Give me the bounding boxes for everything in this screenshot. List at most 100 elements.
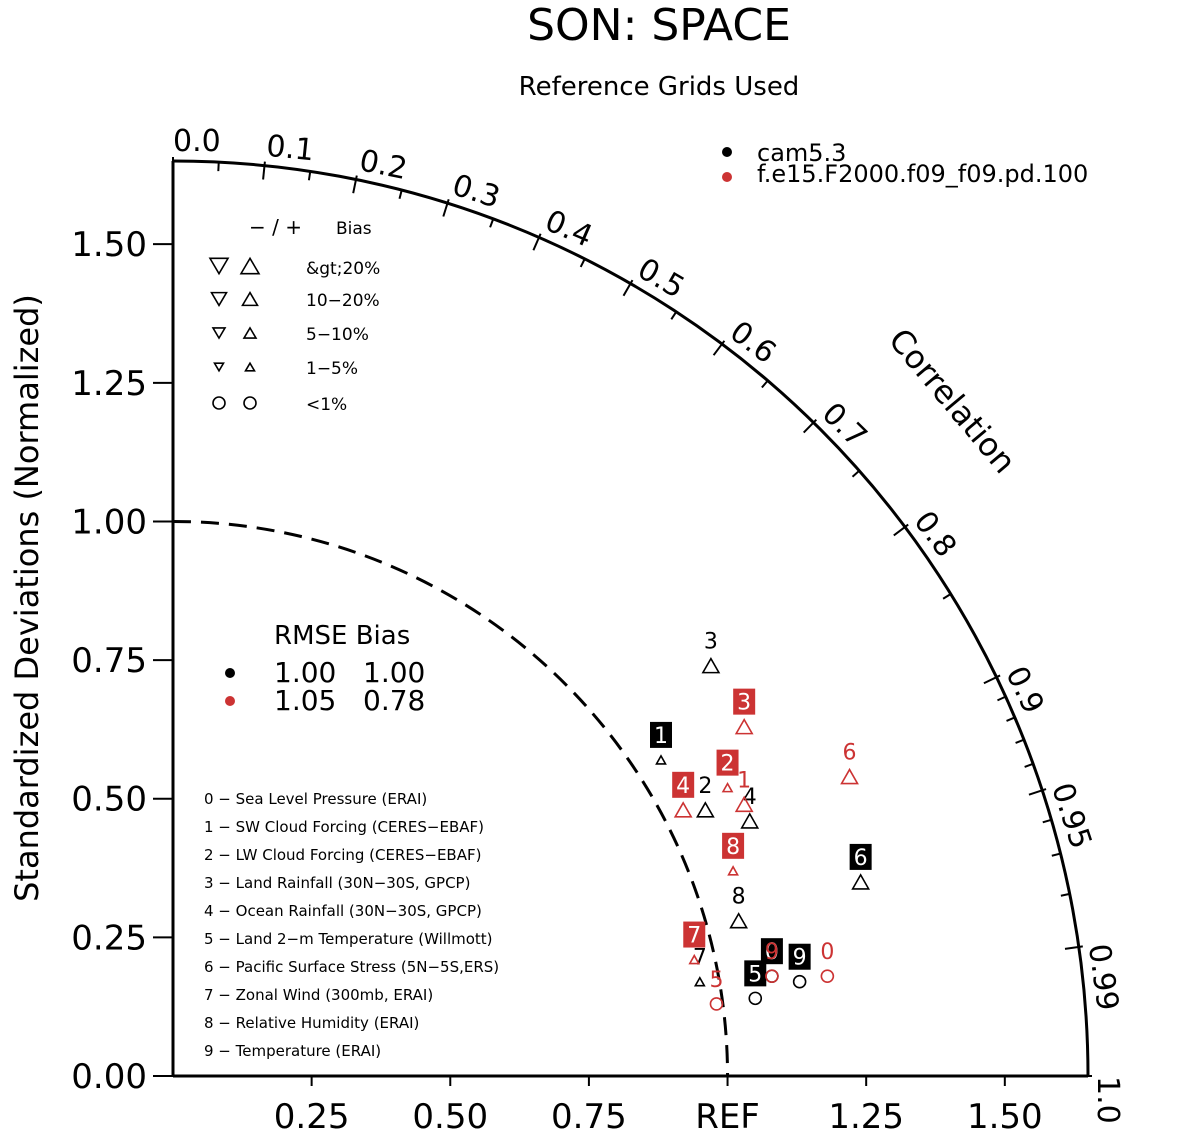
corr-tick-label-7: 0.7 (815, 396, 874, 454)
bias-legend-neg-2 (211, 327, 227, 340)
variable-key-6: 6 − Pacific Surface Stress (5N−5S,ERS) (204, 958, 499, 976)
corr-minor-tick-15 (1060, 892, 1070, 897)
y-tick-label-4: 1.00 (71, 502, 147, 542)
s0-point-9-label: 9 (793, 946, 807, 971)
s1-point-4-label: 4 (676, 774, 690, 799)
variable-key-3: 3 − Land Rainfall (30N−30S, GPCP) (204, 874, 470, 892)
s0-point-8-label: 8 (732, 885, 746, 910)
s0-point-6-label: 6 (854, 846, 868, 871)
corr-tick-6 (712, 340, 726, 356)
bias-legend-signs: − / + (249, 215, 302, 239)
s0-point-1-marker (655, 754, 667, 765)
bias-legend-neg-4 (212, 396, 226, 410)
s1-point-3-marker (734, 718, 754, 735)
bias-legend-pos-1 (241, 291, 259, 307)
legend-dot-cam5-3 (722, 147, 732, 157)
corr-tick-10 (1028, 788, 1047, 796)
corr-minor-tick-2 (398, 189, 403, 200)
variable-key-9: 9 − Temperature (ERAI) (204, 1042, 381, 1060)
s1-point-8-marker (727, 865, 739, 876)
s1-point-0-marker (820, 969, 835, 983)
s1-point-5-label: 5 (709, 968, 723, 993)
rmse-legend-dot-1 (225, 668, 235, 678)
s1-point-7-marker (688, 953, 701, 965)
chart-title: SON: SPACE (527, 0, 791, 51)
corr-tick-9 (983, 674, 1001, 685)
variable-key-8: 8 − Relative Humidity (ERAI) (204, 1014, 419, 1032)
variable-key-1: 1 − SW Cloud Forcing (CERES−EBAF) (204, 818, 484, 836)
s0-point-7-marker (693, 976, 706, 987)
correlation-axis-label: Correlation (881, 321, 1024, 481)
s0-point-1-label: 1 (654, 724, 668, 749)
y-tick-label-3: 0.75 (71, 641, 147, 681)
corr-tick-8 (893, 523, 909, 537)
s0-point-3-label: 3 (704, 630, 718, 655)
legend-series-cam5-3: cam5.3 (757, 139, 846, 167)
corr-tick-label-12: 1.0 (1090, 1076, 1125, 1124)
corr-tick-4 (532, 233, 542, 251)
s0-point-5-label: 5 (748, 962, 762, 987)
legend-dot-fe15 (722, 172, 732, 182)
x-tick-label-5: 1.50 (967, 1097, 1043, 1135)
s1-point-6-label: 6 (843, 741, 857, 766)
chart-subtitle: Reference Grids Used (519, 72, 800, 102)
s0-point-3-marker (701, 657, 721, 674)
corr-minor-tick-5 (670, 311, 678, 320)
s0-point-6-marker (851, 873, 871, 890)
corr-tick-label-1: 0.1 (265, 129, 316, 169)
y-tick-label-5: 1.25 (71, 364, 147, 404)
corr-minor-tick-1 (307, 171, 312, 181)
bias-legend-neg-3 (213, 362, 225, 373)
s1-point-8-label-box (722, 832, 745, 859)
y-tick-label-1: 0.25 (71, 918, 147, 958)
corr-tick-1 (262, 161, 266, 180)
s1-point-3-label: 3 (737, 691, 751, 716)
s1-point-6-marker (840, 767, 859, 785)
s1-point-9-label: 9 (765, 940, 779, 965)
s1-point-4-marker (673, 801, 693, 818)
rmse-legend: RMSE Bias 1.00 1.00 1.05 0.78 (225, 621, 425, 717)
s1-point-2-label: 2 (721, 752, 735, 777)
s1-point-8-label: 8 (726, 835, 740, 860)
s1-point-3-label-box (733, 688, 756, 715)
variable-key-0: 0 − Sea Level Pressure (ERAI) (204, 790, 427, 808)
s1-point-1-label: 1 (737, 768, 751, 793)
legend-series-fe15: f.e15.F2000.f09_f09.pd.100 (757, 160, 1088, 188)
s0-point-2-label: 2 (698, 774, 712, 799)
s0-point-8-marker (729, 912, 749, 929)
corr-tick-3 (442, 199, 450, 217)
variable-key-4: 4 − Ocean Rainfall (30N−30S, GPCP) (204, 902, 482, 920)
bias-legend: − / + Bias &gt;20% 10−20% 5−10% 1−5% <1% (208, 215, 380, 415)
corr-minor-tick-3 (489, 218, 495, 228)
corr-tick-5 (622, 279, 634, 297)
x-tick-label-1: 0.50 (412, 1097, 488, 1135)
bias-legend-pos-4 (243, 396, 257, 410)
s0-point-2-marker (695, 801, 715, 818)
s1-point-2-label-box (716, 749, 739, 776)
bias-legend-row-4: 1−5% (306, 359, 358, 379)
y-axis-label: Standardized Deviations (Normalized) (8, 294, 46, 902)
corr-minor-tick-10 (1006, 716, 1016, 722)
corr-tick-label-6: 0.6 (723, 314, 782, 371)
rmse-legend-header: RMSE Bias (274, 621, 410, 651)
s1-point-7-label-box (683, 921, 706, 948)
corr-minor-tick-4 (579, 258, 586, 268)
variable-key: 0 − Sea Level Pressure (ERAI) 1 − SW Clo… (204, 790, 499, 1060)
variable-key-2: 2 − LW Cloud Forcing (CERES−EBAF) (204, 846, 481, 864)
corr-minor-tick-6 (761, 380, 769, 389)
variable-key-7: 7 − Zonal Wind (300mb, ERAI) (204, 986, 433, 1004)
corr-minor-tick-14 (1051, 852, 1061, 857)
s0-point-7-label: 7 (693, 946, 707, 971)
bias-legend-neg-1 (210, 291, 228, 307)
bias-legend-row-1: &gt;20% (306, 259, 380, 279)
reference-arc (172, 519, 730, 1077)
bias-legend-pos-2 (242, 326, 258, 339)
bias-legend-row-2: 10−20% (306, 291, 380, 311)
s0-point-4-marker (740, 812, 760, 829)
s0-point-9-label-box (788, 943, 811, 970)
rmse-legend-rmse-1: 1.00 (274, 656, 336, 689)
corr-minor-tick-7 (851, 470, 860, 478)
y-tick-label-6: 1.50 (71, 225, 147, 265)
corr-tick-label-5: 0.5 (632, 252, 691, 306)
s1-point-9-marker (765, 969, 779, 983)
